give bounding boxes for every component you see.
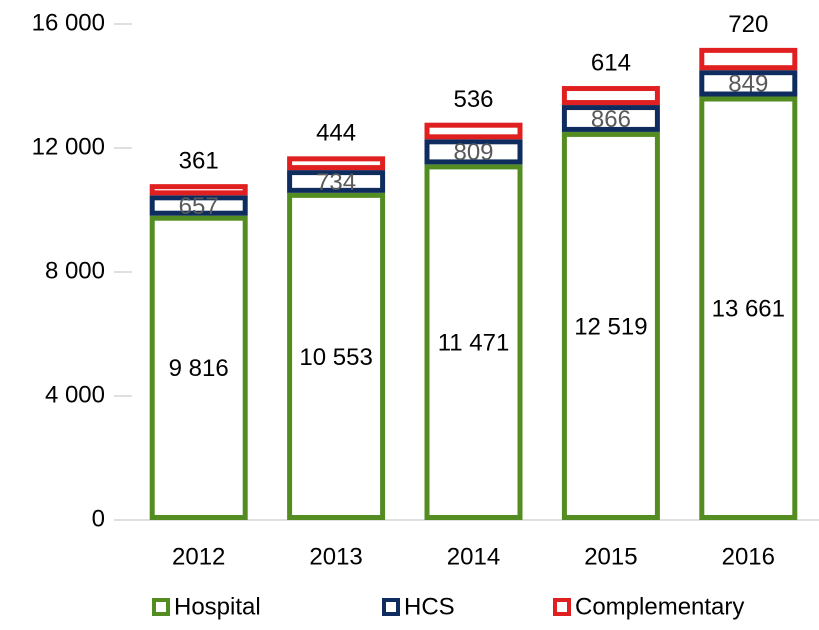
legend-swatch bbox=[382, 598, 400, 616]
bar-segment bbox=[149, 195, 248, 216]
data-label: 720 bbox=[728, 11, 768, 38]
bar-segment bbox=[287, 156, 386, 171]
bar-segment bbox=[424, 164, 523, 521]
bar-segment bbox=[287, 170, 386, 193]
data-label: 866 bbox=[591, 106, 631, 133]
bar-segment bbox=[699, 47, 798, 71]
bar-segment bbox=[699, 70, 798, 97]
legend-label: Hospital bbox=[174, 593, 261, 620]
data-label: 614 bbox=[591, 49, 631, 76]
data-label: 12 519 bbox=[574, 313, 647, 340]
bar-segment bbox=[149, 184, 248, 196]
bar-segment bbox=[287, 192, 386, 520]
bar-segment bbox=[424, 139, 523, 165]
data-label: 361 bbox=[179, 147, 219, 174]
legend-swatch bbox=[553, 598, 571, 616]
data-label: 536 bbox=[453, 86, 493, 113]
x-tick-label: 2015 bbox=[584, 543, 637, 570]
legend-label: Complementary bbox=[575, 593, 744, 620]
y-tick-label: 8 000 bbox=[45, 257, 105, 284]
y-tick-label: 12 000 bbox=[32, 133, 105, 160]
y-tick-label: 4 000 bbox=[45, 381, 105, 408]
data-label: 734 bbox=[316, 169, 356, 196]
data-label: 10 553 bbox=[299, 344, 372, 371]
y-tick-label: 16 000 bbox=[32, 9, 105, 36]
x-tick-label: 2014 bbox=[447, 543, 500, 570]
bar-segment bbox=[561, 86, 660, 106]
data-label: 11 471 bbox=[438, 330, 510, 357]
x-tick-label: 2012 bbox=[172, 543, 225, 570]
bar-segment bbox=[561, 131, 660, 520]
y-tick-label: 0 bbox=[92, 505, 105, 532]
bar-segment bbox=[424, 122, 523, 140]
data-label: 809 bbox=[453, 139, 493, 166]
legend-label: HCS bbox=[404, 593, 455, 620]
data-label: 657 bbox=[179, 193, 219, 220]
legend-swatch bbox=[152, 598, 170, 616]
data-label: 13 661 bbox=[712, 296, 785, 323]
x-tick-label: 2013 bbox=[309, 543, 362, 570]
data-label: 849 bbox=[728, 71, 768, 98]
data-label: 444 bbox=[316, 120, 356, 147]
bar-segment bbox=[149, 215, 248, 520]
bar-segment bbox=[699, 96, 798, 520]
data-label: 9 816 bbox=[169, 355, 229, 382]
x-tick-label: 2016 bbox=[722, 543, 775, 570]
bar-segment bbox=[561, 105, 660, 132]
